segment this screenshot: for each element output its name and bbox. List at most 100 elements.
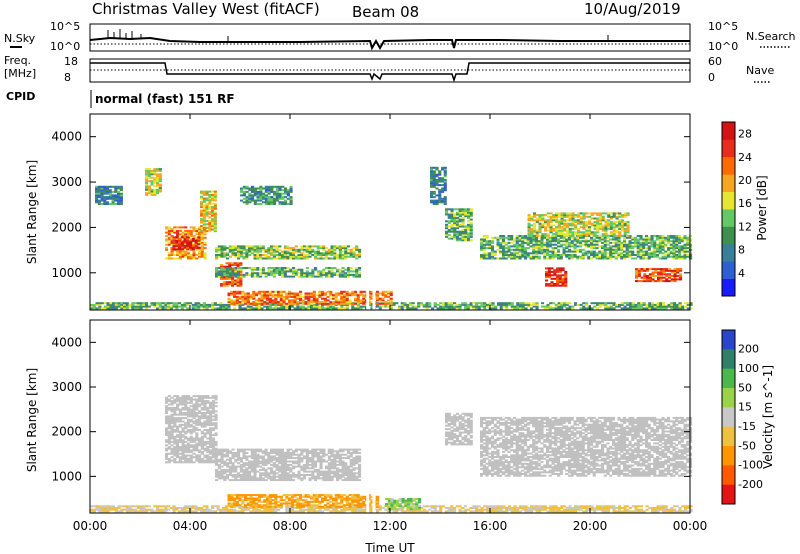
power-cell [557, 221, 561, 223]
power-cell [305, 272, 309, 275]
power-cell [156, 307, 160, 310]
power-cell [483, 302, 487, 305]
power-cell [319, 245, 323, 248]
power-cell [272, 268, 276, 271]
power-cell [235, 290, 239, 293]
power-cell [183, 302, 187, 305]
velocity-cell [549, 505, 553, 508]
velocity-cell [134, 508, 138, 511]
power-cell [469, 225, 473, 228]
power-cell [279, 297, 283, 300]
power-cell [213, 228, 217, 231]
power-cell [167, 231, 171, 234]
power-cell [480, 305, 484, 308]
velocity-cell [582, 505, 586, 508]
power-cell [458, 213, 462, 216]
power-cell [147, 192, 151, 195]
power-cell [283, 254, 287, 256]
power-cell [237, 255, 241, 258]
power-cell [312, 303, 316, 306]
power-cell [461, 302, 465, 305]
power-cell [546, 212, 550, 215]
power-cell [233, 294, 237, 297]
power-cell [327, 275, 331, 278]
power-cell [197, 307, 201, 310]
velocity-cell [574, 510, 578, 513]
velocity-cell [176, 417, 180, 420]
power-cell [257, 292, 261, 295]
power-cell [499, 305, 503, 308]
power-cell [145, 187, 149, 189]
power-cell [537, 250, 541, 253]
power-cell [623, 231, 627, 234]
power-cell [456, 237, 460, 240]
power-cell [260, 303, 264, 306]
power-cell [264, 199, 268, 202]
velocity-cell [516, 510, 520, 513]
velocity-cell [224, 508, 228, 511]
velocity-cell [637, 510, 641, 513]
power-cell [264, 272, 268, 275]
power-cell [341, 255, 345, 258]
power-cell [673, 280, 677, 283]
power-cell [217, 250, 221, 253]
power-cell [543, 241, 547, 244]
power-cell [639, 254, 643, 256]
power-cell [278, 203, 282, 205]
power-cell [678, 302, 682, 305]
power-cell [435, 201, 439, 204]
velocity-cell [184, 430, 188, 433]
power-cell [192, 229, 196, 232]
velocity-cell [170, 401, 174, 404]
power-cell [234, 247, 238, 250]
power-cell [590, 307, 594, 310]
power-cell [282, 299, 286, 302]
power-cell [278, 272, 282, 275]
power-cell [456, 222, 460, 225]
power-cell [233, 303, 237, 306]
velocity-cell [178, 439, 182, 442]
power-cell [458, 303, 462, 306]
velocity-cell [173, 408, 177, 411]
velocity-cell [543, 508, 547, 511]
power-cell [241, 290, 245, 293]
power-cell [197, 305, 201, 308]
velocity-cell [167, 440, 171, 443]
power-cell [579, 226, 583, 229]
power-cell [299, 295, 303, 298]
power-cell [351, 302, 355, 305]
power-cell [510, 305, 514, 308]
velocity-cell [92, 505, 96, 508]
velocity-cell [222, 508, 226, 511]
freq-label-1: Freq. [4, 54, 31, 67]
power-cell [277, 302, 281, 305]
power-cell [425, 307, 429, 310]
power-cell [233, 269, 237, 272]
power-cell [158, 303, 162, 306]
power-cell [480, 243, 484, 246]
power-cell [304, 307, 308, 310]
power-cell [267, 247, 271, 250]
power-cell [103, 305, 107, 308]
power-cell [595, 252, 599, 255]
velocity-cell [165, 457, 169, 460]
power-cell [445, 230, 449, 233]
power-cell [513, 254, 517, 256]
power-cell [153, 190, 157, 193]
velocity-cell [576, 505, 580, 508]
velocity-cell [409, 510, 413, 513]
velocity-cell [173, 430, 177, 433]
power-cell [250, 252, 254, 255]
power-cell [270, 201, 274, 204]
power-cell [443, 170, 447, 173]
power-cell [347, 273, 351, 276]
power-cell [281, 196, 285, 199]
power-cell [307, 302, 311, 305]
power-cell [325, 252, 329, 255]
velocity-cell [134, 505, 138, 508]
power-cell [384, 305, 388, 308]
power-cell [596, 231, 600, 234]
power-cell [574, 224, 578, 227]
power-cell [217, 273, 221, 276]
velocity-cell [596, 507, 600, 509]
